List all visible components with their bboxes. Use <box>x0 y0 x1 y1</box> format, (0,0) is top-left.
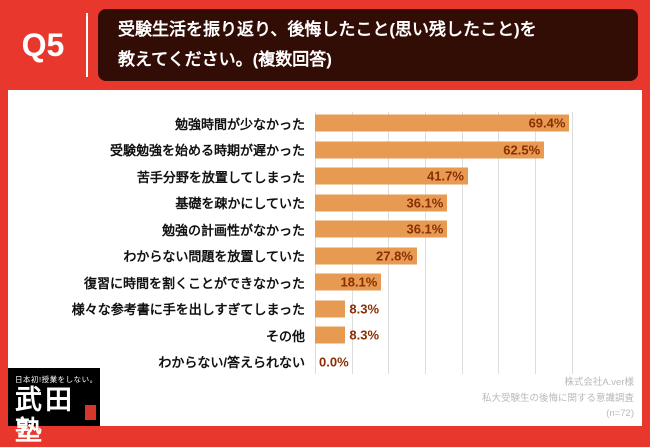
chart-row: 様々な参考書に手を出しすぎてしまった 8.3% <box>8 296 590 323</box>
category-label: 苦手分野を放置してしまった <box>136 169 305 185</box>
logo-tagline: 日本初!授業をしない。 <box>15 375 98 384</box>
gridline <box>388 112 390 374</box>
bar-track: 36.1% <box>315 216 590 243</box>
bar <box>315 220 448 238</box>
bar-track: 0.0% <box>315 349 590 376</box>
header-divider <box>86 13 88 77</box>
category-label: 様々な参考書に手を出しすぎてしまった <box>71 302 305 318</box>
value-label: 69.4% <box>528 115 566 131</box>
takeda-juku-logo: 日本初!授業をしない。 武田塾 <box>8 368 100 446</box>
bar <box>315 194 448 212</box>
chart-gridlines <box>315 112 590 374</box>
value-label: 36.1% <box>406 221 444 237</box>
chart-row: 苦手分野を放置してしまった 41.7% <box>8 163 590 190</box>
gridline <box>535 112 536 374</box>
chart-row: 復習に時間を割くことができなかった 18.1% <box>8 269 590 296</box>
bar <box>315 167 468 185</box>
gridline <box>571 112 573 374</box>
value-label: 36.1% <box>406 195 444 211</box>
bar <box>315 247 417 265</box>
bar-track: 69.4% <box>315 110 590 137</box>
source-company: 株式会社A.ver様 <box>564 376 634 388</box>
category-label: 復習に時間を割くことができなかった <box>83 275 305 291</box>
question-number: Q5 <box>21 26 65 63</box>
chart-row: わからない問題を放置していた 27.8% <box>8 243 590 270</box>
question-title-line1: 受験生活を振り返り、後悔したこと(思い残したこと)を <box>118 20 537 40</box>
bar-track: 36.1% <box>315 190 590 217</box>
bar-track: 18.1% <box>315 269 590 296</box>
bar-track: 8.3% <box>315 296 590 323</box>
value-label: 41.7% <box>427 168 464 184</box>
bar <box>315 141 545 159</box>
bar <box>315 300 346 318</box>
value-label: 18.1% <box>340 274 378 290</box>
gridline <box>425 112 426 374</box>
source-note: 株式会社A.ver様 私大受験生の後悔に関する意識調査 (n=72) <box>482 375 634 422</box>
header: Q5 受験生活を振り返り、後悔したこと(思い残したこと)を 教えてください。(複… <box>0 0 650 90</box>
value-label: 62.5% <box>503 142 541 158</box>
chart-row: その他 8.3% <box>8 322 590 349</box>
bar <box>315 273 382 291</box>
gridline <box>498 112 500 374</box>
bar-chart: 勉強時間が少なかった 69.4% 受験勉強を始める時期が遅かった 62.5% 苦手分野を… <box>8 110 590 376</box>
chart-row: 基礎を疎かにしていた 36.1% <box>8 190 590 217</box>
category-label: 受験勉強を始める時期が遅かった <box>109 143 305 159</box>
gridline <box>315 112 316 374</box>
chart-rows: 勉強時間が少なかった 69.4% 受験勉強を始める時期が遅かった 62.5% 苦手分野を… <box>8 110 590 375</box>
question-title-box: 受験生活を振り返り、後悔したこと(思い残したこと)を 教えてください。(複数回答… <box>98 9 638 81</box>
logo-seal-icon <box>85 405 96 420</box>
value-label: 8.3% <box>349 301 380 317</box>
category-label: 勉強時間が少なかった <box>174 116 305 132</box>
chart-row: 勉強時間が少なかった 69.4% <box>8 110 590 137</box>
source-survey: 私大受験生の後悔に関する意識調査 <box>481 392 634 404</box>
category-label: 基礎を疎かにしていた <box>175 196 305 212</box>
value-label: 8.3% <box>349 327 380 343</box>
gridline <box>351 112 353 374</box>
bar-track: 27.8% <box>315 243 590 270</box>
bar-track: 8.3% <box>315 322 590 349</box>
chart-row: 勉強の計画性がなかった 36.1% <box>8 216 590 243</box>
category-label: その他 <box>265 328 305 344</box>
logo-name: 武田塾 <box>15 385 75 447</box>
question-title-line2: 教えてください。(複数回答) <box>118 50 332 69</box>
chart-row: 受験勉強を始める時期が遅かった 62.5% <box>8 137 590 164</box>
bar <box>315 114 570 132</box>
value-label: 27.8% <box>376 248 413 264</box>
chart-row: わからない/答えられない 0.0% <box>8 349 590 376</box>
gridline <box>461 112 463 374</box>
bar-track: 62.5% <box>315 137 590 164</box>
source-sample-size: (n=72) <box>606 408 634 420</box>
value-label: 0.0% <box>319 354 349 370</box>
category-label: わからない/答えられない <box>158 355 305 371</box>
category-label: わからない問題を放置していた <box>123 249 305 265</box>
chart-panel: 勉強時間が少なかった 69.4% 受験勉強を始める時期が遅かった 62.5% 苦手分野を… <box>8 90 642 426</box>
bar <box>315 326 346 344</box>
category-label: 勉強の計画性がなかった <box>161 222 305 238</box>
bar-track: 41.7% <box>315 163 590 190</box>
